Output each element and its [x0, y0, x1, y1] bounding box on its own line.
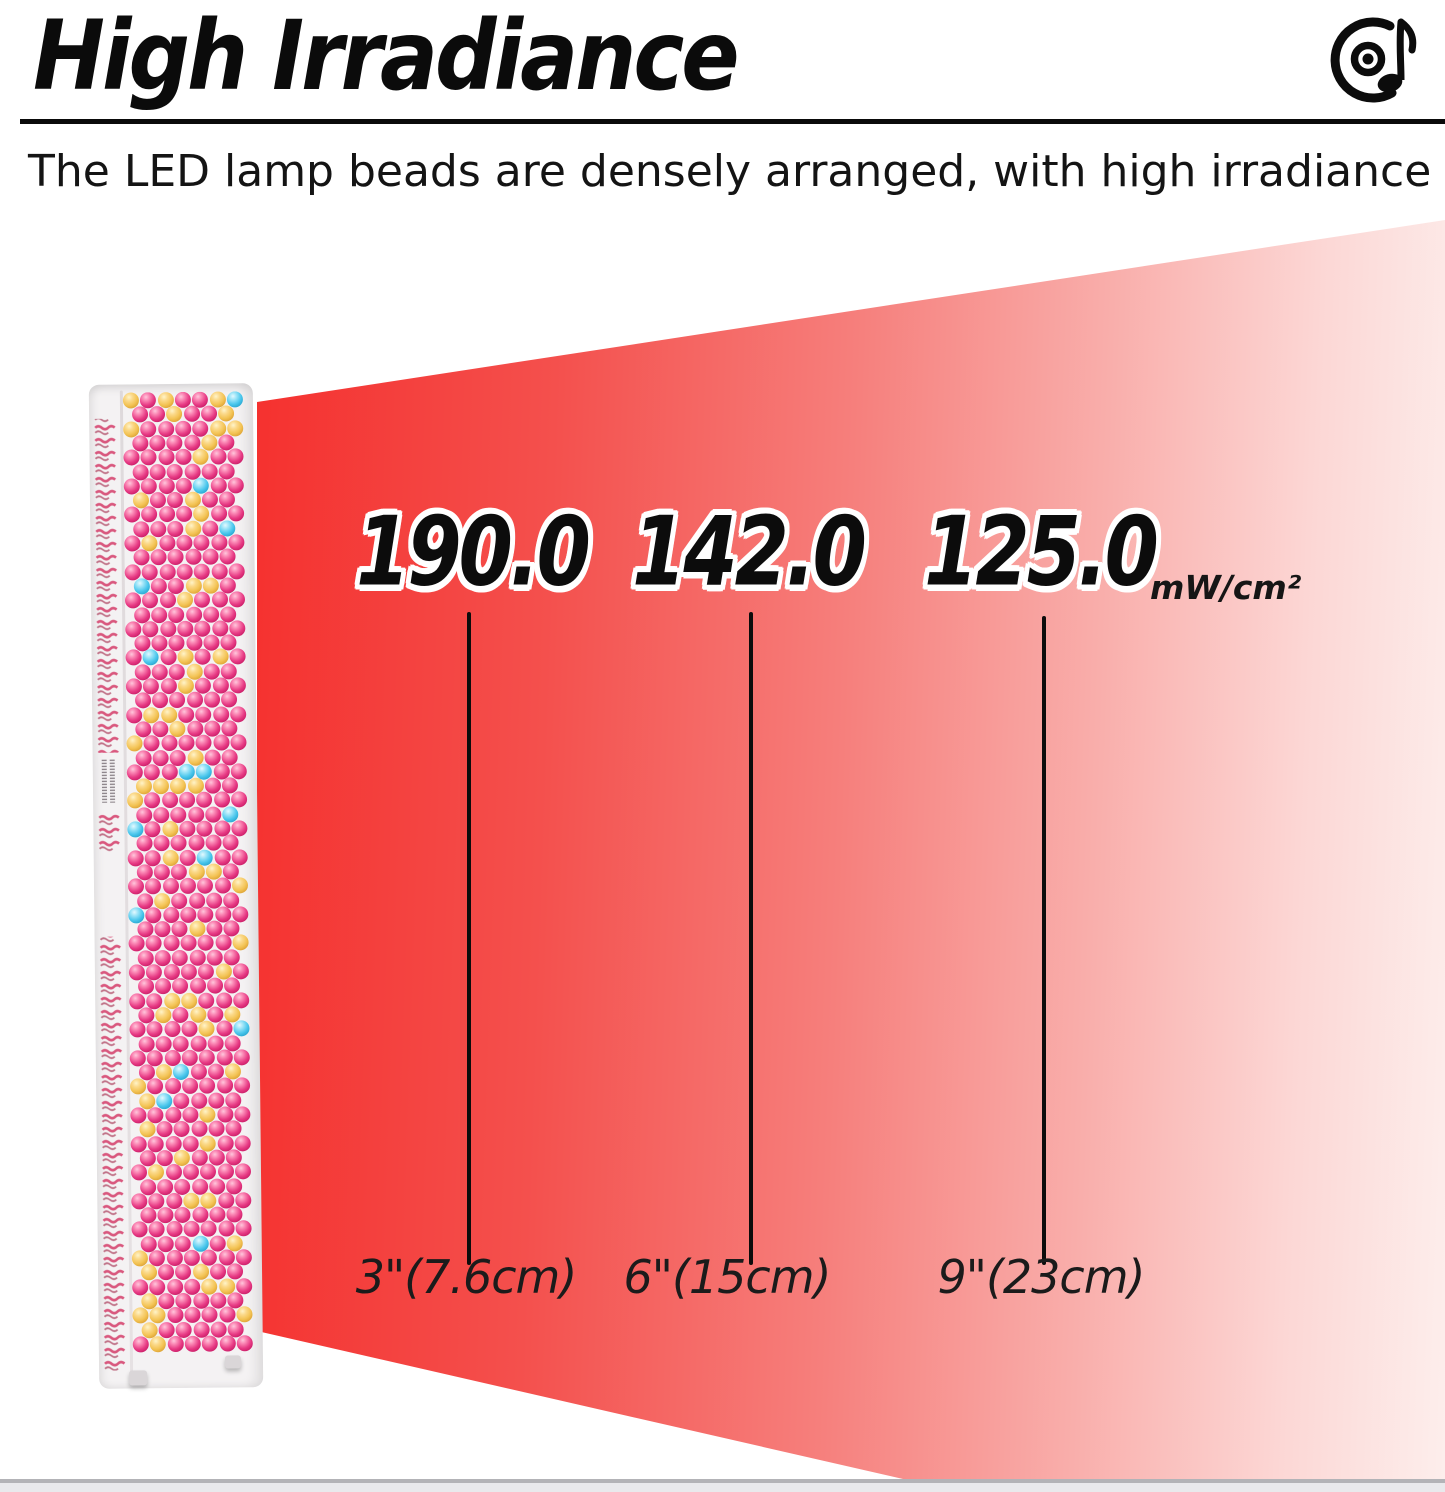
measure-line-1: [467, 612, 471, 1265]
irradiance-value-1: 190.0: [356, 498, 591, 608]
distance-label-1: 3"(7.6cm): [355, 1250, 578, 1304]
panel-vent-strip: [94, 418, 127, 1371]
irradiance-unit: mW/cm²: [1150, 568, 1302, 607]
measure-line-3: [1042, 616, 1046, 1265]
irradiance-value-2: 142.0: [632, 498, 867, 608]
header-divider: [20, 119, 1445, 124]
distance-label-3: 9"(23cm): [937, 1250, 1146, 1304]
led-panel-device: [88, 383, 264, 1389]
distance-label-2: 6"(15cm): [623, 1250, 832, 1304]
bottom-scroll-bar: [0, 1479, 1445, 1492]
music-record-icon: [1318, 4, 1422, 118]
irradiance-value-3: 125.0: [924, 498, 1159, 608]
measure-line-2: [749, 612, 753, 1265]
page-title: High Irradiance: [33, 0, 740, 113]
subtitle-text: The LED lamp beads are densely arranged,…: [28, 146, 1432, 197]
